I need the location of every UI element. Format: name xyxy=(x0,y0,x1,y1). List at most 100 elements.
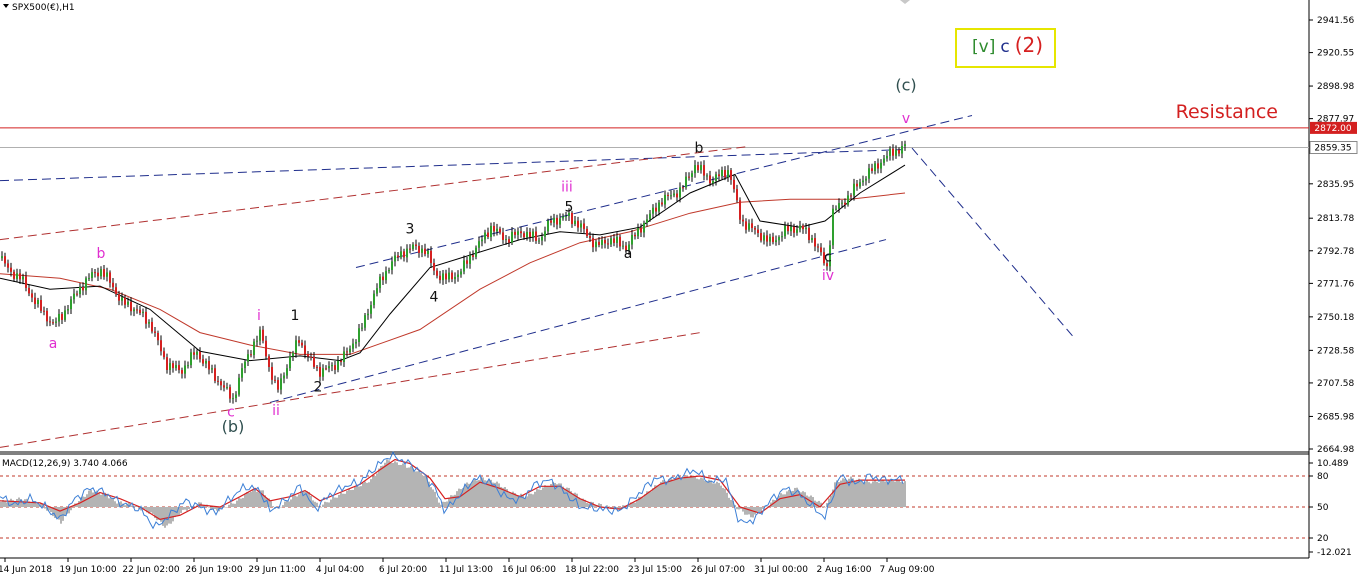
macd-histogram-bar xyxy=(742,507,744,512)
macd-histogram-bar xyxy=(616,507,618,509)
macd-histogram-bar xyxy=(546,486,548,507)
wave-label: c xyxy=(824,249,832,265)
macd-histogram-bar xyxy=(726,492,728,507)
candle-body-down xyxy=(571,212,573,225)
macd-histogram-bar xyxy=(442,501,444,507)
candle-body-down xyxy=(793,226,795,233)
candle-body-down xyxy=(46,310,48,322)
scroll-marker-icon xyxy=(900,0,910,4)
macd-histogram-bar xyxy=(388,460,390,507)
candle-body-down xyxy=(49,321,51,323)
macd-histogram-bar xyxy=(94,491,96,507)
candle-body-down xyxy=(97,272,99,277)
macd-histogram-bar xyxy=(556,484,558,507)
time-tick-label: 18 Jul 22:00 xyxy=(565,565,619,575)
macd-histogram-bar xyxy=(548,486,550,507)
candle-body-up xyxy=(538,240,540,242)
candle-body-down xyxy=(487,232,489,237)
macd-histogram-bar xyxy=(632,502,634,507)
macd-histogram-bar xyxy=(542,487,544,507)
candle-body-down xyxy=(103,269,105,277)
macd-histogram-bar xyxy=(390,462,392,507)
macd-histogram-bar xyxy=(508,492,510,507)
macd-histogram-bar xyxy=(570,491,572,507)
macd-histogram-bar xyxy=(402,463,404,507)
candle-body-down xyxy=(733,179,735,190)
macd-histogram-bar xyxy=(668,479,670,507)
macd-histogram-bar xyxy=(684,475,686,507)
candle-body-up xyxy=(88,277,90,279)
macd-histogram-bar xyxy=(490,479,492,507)
macd-histogram-bar xyxy=(302,490,304,507)
wave-label: a xyxy=(49,336,58,352)
candle-body-up xyxy=(226,387,228,389)
candle-body-down xyxy=(10,267,12,272)
macd-histogram-bar xyxy=(736,507,738,510)
candle-body-down xyxy=(520,231,522,234)
macd-histogram-bar xyxy=(256,491,258,507)
macd-histogram-bar xyxy=(856,479,858,507)
candle-body-up xyxy=(883,158,885,163)
macd-histogram-bar xyxy=(448,497,450,507)
count-close-bracket: ] xyxy=(989,37,996,57)
candle-body-up xyxy=(838,203,840,209)
macd-histogram-bar xyxy=(526,496,528,507)
candle-body-up xyxy=(631,234,633,245)
macd-histogram-bar xyxy=(54,507,56,519)
candle-body-up xyxy=(670,195,672,197)
macd-histogram-bar xyxy=(838,482,840,507)
candle-body-up xyxy=(379,276,381,289)
macd-histogram-bar xyxy=(32,501,34,507)
macd-histogram-bar xyxy=(702,478,704,507)
macd-histogram-bar xyxy=(242,497,244,507)
candle-body-down xyxy=(436,270,438,276)
macd-histogram-bar xyxy=(524,497,526,507)
macd-histogram xyxy=(0,459,906,528)
candle-body-up xyxy=(712,180,714,184)
candle-body-up xyxy=(241,368,243,378)
candle-body-up xyxy=(574,220,576,225)
candle-body-up xyxy=(469,255,471,264)
macd-histogram-bar xyxy=(478,480,480,507)
macd-histogram-bar xyxy=(544,485,546,507)
macd-histogram-bar xyxy=(292,496,294,507)
macd-histogram-bar xyxy=(244,494,246,507)
macd-histogram-bar xyxy=(468,483,470,507)
candle-body-up xyxy=(127,301,129,305)
macd-histogram-bar xyxy=(692,475,694,507)
macd-histogram-bar xyxy=(148,507,150,514)
candle-body-up xyxy=(652,207,654,214)
macd-histogram-bar xyxy=(286,500,288,507)
wave-count-box: [v] c (2) xyxy=(955,28,1056,68)
candle-body-down xyxy=(271,366,273,380)
candle-body-down xyxy=(583,223,585,229)
macd-histogram-bar xyxy=(146,507,148,513)
candle-body-up xyxy=(865,178,867,181)
macd-histogram-bar xyxy=(652,488,654,507)
macd-histogram-bar xyxy=(864,481,866,507)
macd-histogram-bar xyxy=(310,495,312,507)
macd-histogram-bar xyxy=(618,507,620,510)
macd-lines xyxy=(0,450,905,530)
macd-histogram-bar xyxy=(802,491,804,507)
macd-histogram-bar xyxy=(554,482,556,507)
wave-label: v xyxy=(902,111,910,127)
candle-body-up xyxy=(16,273,18,279)
candle-body-up xyxy=(868,168,870,179)
candle-body-down xyxy=(820,247,822,253)
macd-histogram-bar xyxy=(166,507,168,526)
wave-label: (c) xyxy=(895,76,916,95)
macd-histogram-bar xyxy=(682,478,684,507)
macd-histogram-bar xyxy=(112,498,114,507)
candle-body-down xyxy=(760,233,762,241)
candle-body-up xyxy=(649,213,651,220)
wave-count-box-border xyxy=(955,28,1056,68)
macd-histogram-bar xyxy=(580,499,582,507)
dropdown-triangle-icon[interactable] xyxy=(3,4,9,8)
macd-histogram-bar xyxy=(662,480,664,507)
candle-body-up xyxy=(886,155,888,159)
candle-body-down xyxy=(409,248,411,250)
macd-histogram-bar xyxy=(436,497,438,507)
time-tick-label: 19 Jun 10:00 xyxy=(59,565,116,575)
wave-label: 5 xyxy=(565,200,574,216)
